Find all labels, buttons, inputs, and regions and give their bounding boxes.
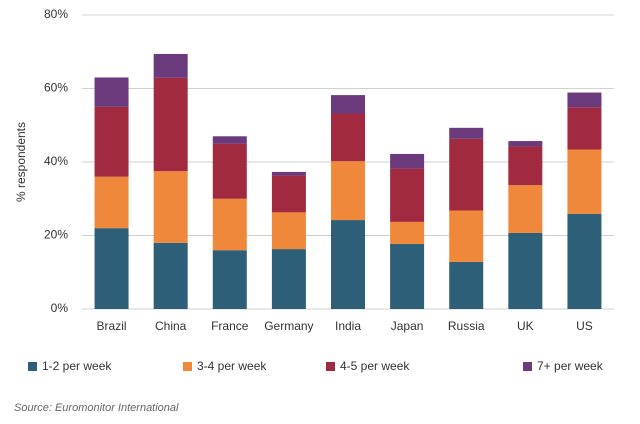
bar-segment [567, 149, 602, 214]
bar-segment [567, 92, 602, 108]
bar-segment [94, 228, 129, 309]
bar-segment [508, 232, 543, 309]
bar-segment [271, 249, 306, 309]
y-tick-label: 80% [44, 7, 68, 21]
x-tick-label: France [211, 319, 249, 333]
bar-segment [567, 213, 602, 309]
y-tick-label: 60% [44, 81, 68, 95]
bar-segment [271, 212, 306, 250]
bar-segment [331, 161, 365, 221]
x-tick-label: Germany [264, 319, 313, 333]
bar-segment [449, 210, 484, 262]
legend-label: 7+ per week [537, 359, 604, 373]
bar-segment [390, 221, 425, 244]
legend-swatch [183, 362, 192, 371]
source-note: Source: Euromonitor International [14, 402, 179, 414]
bar-segment [153, 171, 188, 243]
legend-swatch [326, 362, 335, 371]
x-tick-label: India [335, 319, 361, 333]
x-tick-label: Russia [448, 319, 485, 333]
bar-segment [508, 185, 543, 233]
bar-segment [508, 141, 543, 147]
y-tick-label: 0% [51, 301, 69, 315]
bar-segment [508, 146, 543, 186]
bar-segment [567, 107, 602, 150]
bar-segment [153, 77, 188, 172]
legend-label: 4-5 per week [340, 359, 410, 373]
x-tick-label: China [155, 319, 187, 333]
bar-segment [449, 138, 484, 211]
x-tick-label: US [576, 319, 593, 333]
x-tick-label: Brazil [97, 319, 127, 333]
bar-segment [212, 250, 247, 309]
bar-segment [390, 243, 425, 309]
bar-segment [449, 127, 484, 139]
bar-segment [331, 95, 365, 114]
bar-segment [449, 261, 484, 309]
x-tick-label: Japan [391, 319, 424, 333]
bar-segment [94, 176, 129, 229]
bar-segment [331, 113, 365, 162]
bar-segment [94, 106, 129, 177]
bar-segment [212, 136, 247, 144]
bar-segment [212, 143, 247, 199]
bar-segment [331, 220, 365, 309]
bar-segment [94, 77, 129, 107]
legend-swatch [523, 362, 532, 371]
y-axis-label: % respondents [14, 122, 28, 202]
bar-segment [390, 168, 425, 222]
x-tick-label: UK [517, 319, 534, 333]
legend-label: 3-4 per week [197, 359, 267, 373]
bar-segment [153, 242, 188, 309]
bar-segment [212, 198, 247, 251]
y-tick-label: 20% [44, 228, 68, 242]
bar-segment [271, 171, 306, 176]
legend-swatch [28, 362, 37, 371]
bar-segment [271, 175, 306, 213]
legend-label: 1-2 per week [42, 359, 112, 373]
y-tick-label: 40% [44, 154, 68, 168]
bar-segment [153, 53, 188, 78]
bar-segment [390, 153, 425, 169]
